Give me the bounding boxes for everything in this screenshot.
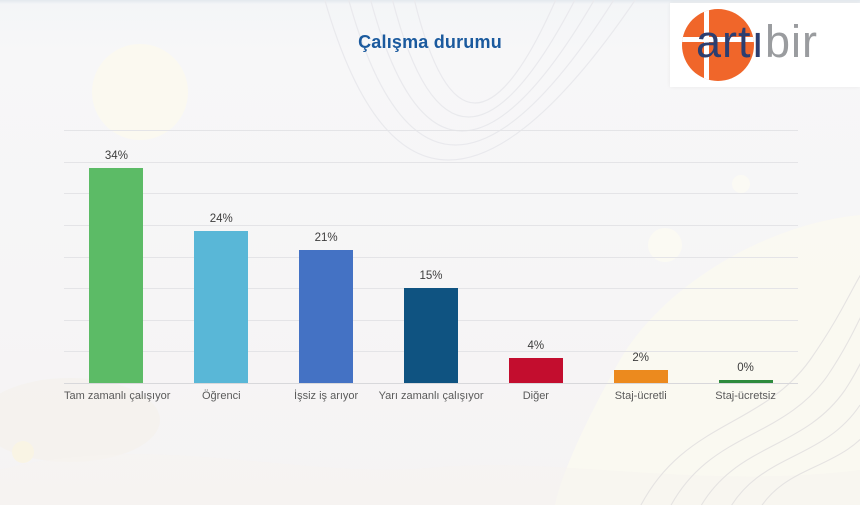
bar-category-label: Staj-ücretli <box>614 390 667 402</box>
bar-category-label: Öğrenci <box>202 390 241 402</box>
logo-text-bir: bir <box>765 16 819 67</box>
logo-wordmark: artıbir <box>696 16 860 68</box>
bar-category-label: Tam zamanlı çalışıyor <box>64 390 171 402</box>
bar-value-label: 21% <box>314 232 338 245</box>
gridline <box>64 161 798 163</box>
bar <box>194 231 249 383</box>
bar <box>508 357 563 383</box>
gridline <box>64 256 798 258</box>
bar-category-label: Yarı zamanlı çalışıyor <box>378 390 484 402</box>
bar-category-label: Diğer <box>522 390 549 402</box>
bar <box>718 380 773 383</box>
gridline <box>64 130 798 131</box>
bar <box>89 167 144 383</box>
bar <box>404 288 458 383</box>
artibir-logo: artıbir <box>670 3 860 87</box>
bar-value-label: 4% <box>527 339 545 352</box>
bar-category-label: İşsiz iş arıyor <box>294 390 359 402</box>
bar <box>299 250 354 383</box>
gridline <box>64 224 798 226</box>
bar-value-label: 24% <box>209 213 233 226</box>
logo-text-arti: artı <box>696 16 766 67</box>
bar-value-label: 34% <box>104 149 128 162</box>
bar-category-label: Staj-ücretsiz <box>715 390 776 402</box>
x-axis-baseline <box>64 383 798 384</box>
page-title: Çalışma durumu <box>358 32 502 52</box>
bar-value-label: 2% <box>632 352 650 365</box>
bar <box>613 370 668 383</box>
bar-value-label: 15% <box>419 270 443 283</box>
decor-blob <box>92 44 188 140</box>
gridline <box>64 193 798 195</box>
logo-plus-circle-icon <box>682 9 754 81</box>
bar-value-label: 0% <box>737 362 754 374</box>
